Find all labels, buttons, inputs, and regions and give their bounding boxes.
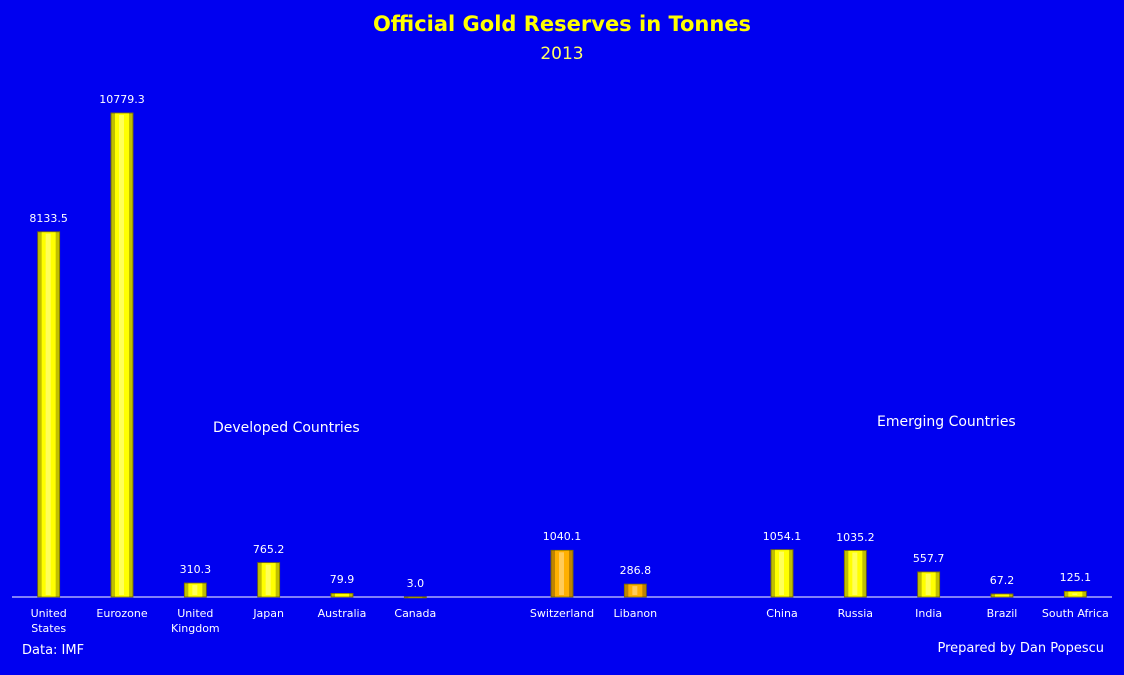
bar bbox=[770, 549, 794, 598]
value-label: 3.0 bbox=[406, 576, 425, 590]
x-tick-label: United Kingdom bbox=[171, 607, 220, 635]
bar-shade bbox=[37, 231, 42, 597]
x-tick-label: Libanon bbox=[613, 607, 658, 620]
bar-shade bbox=[551, 550, 555, 597]
bar bbox=[37, 231, 61, 598]
x-tick-label: Russia bbox=[837, 607, 874, 620]
bar-shine bbox=[119, 115, 124, 595]
x-tick-label: China bbox=[766, 607, 798, 620]
bar-shade bbox=[275, 562, 280, 597]
bar-shine bbox=[192, 585, 198, 595]
bar bbox=[990, 593, 1014, 598]
value-label: 8133.5 bbox=[29, 211, 68, 225]
bar-shade bbox=[624, 584, 629, 597]
value-label: 125.1 bbox=[1059, 571, 1092, 585]
bar-shade bbox=[771, 549, 775, 597]
value-label: 79.9 bbox=[329, 573, 355, 587]
chart-subtitle: 2013 bbox=[540, 44, 584, 64]
bar-shine bbox=[779, 551, 784, 595]
x-tick-label: Japan bbox=[253, 607, 284, 620]
bar bbox=[623, 583, 647, 598]
bar-shade bbox=[862, 550, 867, 597]
x-tick-label: Switzerland bbox=[529, 607, 595, 620]
bar bbox=[917, 571, 941, 598]
value-label: 1054.1 bbox=[762, 529, 802, 543]
bar-shade bbox=[935, 571, 940, 597]
value-label: 10779.3 bbox=[99, 93, 145, 106]
x-tick-label: Eurozone bbox=[96, 607, 148, 620]
bar-shade bbox=[404, 596, 409, 598]
bar-shade bbox=[991, 593, 995, 597]
source: Data: IMF bbox=[22, 643, 85, 658]
bar-shine bbox=[925, 573, 931, 595]
bar-shade bbox=[569, 550, 573, 597]
annotation: Emerging Countries bbox=[877, 414, 1016, 430]
bar bbox=[257, 562, 281, 598]
bar-shine bbox=[852, 552, 858, 595]
value-label: 1035.2 bbox=[836, 530, 875, 544]
bar-shine bbox=[632, 586, 638, 595]
bar-shade bbox=[55, 231, 60, 597]
chart-title: Official Gold Reserves in Tonnes bbox=[372, 12, 752, 36]
bar-shade bbox=[642, 584, 647, 597]
bar-shine bbox=[559, 552, 564, 595]
bar-shade bbox=[202, 583, 207, 597]
x-tick-label: United States bbox=[30, 607, 67, 635]
bar bbox=[183, 582, 207, 598]
credit: Prepared by Dan Popescu bbox=[937, 641, 1105, 656]
value-label: 286.8 bbox=[619, 564, 652, 578]
bar-shade bbox=[184, 583, 189, 597]
bar-shine bbox=[45, 233, 51, 595]
x-tick-label: South Africa bbox=[1041, 607, 1109, 620]
bar-shade bbox=[422, 596, 427, 598]
bar bbox=[403, 596, 427, 599]
value-label: 765.2 bbox=[252, 542, 285, 556]
x-tick-label: Brazil bbox=[986, 607, 1018, 620]
x-tick-label: Australia bbox=[317, 607, 367, 620]
bar bbox=[1063, 590, 1087, 598]
bar-shine bbox=[265, 564, 271, 595]
bar-shade bbox=[349, 593, 353, 597]
bar-shade bbox=[1082, 591, 1087, 597]
x-tick-label: Canada bbox=[394, 607, 437, 620]
bar bbox=[843, 550, 867, 598]
value-label: 310.3 bbox=[179, 563, 212, 577]
bar-shade bbox=[844, 550, 849, 597]
value-label: 1040.1 bbox=[542, 530, 582, 544]
bar-shade bbox=[331, 593, 335, 597]
bar-shade bbox=[257, 562, 262, 597]
annotation: Developed Countries bbox=[213, 420, 360, 436]
bar-shade bbox=[1009, 593, 1013, 597]
bar bbox=[330, 593, 354, 598]
bar bbox=[110, 112, 134, 598]
bar-shade bbox=[917, 571, 922, 597]
bar-shade bbox=[129, 113, 133, 597]
bar-shine bbox=[1072, 593, 1078, 595]
x-tick-label: India bbox=[915, 607, 943, 620]
bar-shade bbox=[1064, 591, 1069, 597]
bar-shade bbox=[111, 113, 115, 597]
value-label: 67.2 bbox=[989, 573, 1015, 587]
bar bbox=[550, 549, 574, 598]
value-label: 557.7 bbox=[912, 551, 945, 565]
bar-shade bbox=[789, 549, 793, 597]
